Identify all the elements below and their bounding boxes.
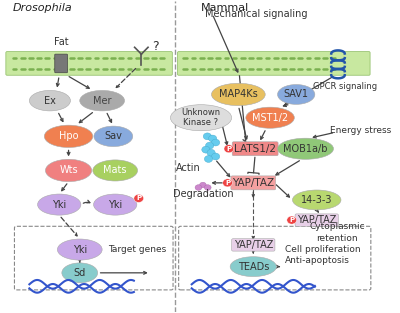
FancyBboxPatch shape [232, 239, 275, 251]
Circle shape [224, 145, 234, 153]
Circle shape [202, 146, 210, 153]
Text: MOB1a/b: MOB1a/b [283, 144, 328, 154]
Text: 14-3-3: 14-3-3 [301, 195, 332, 205]
Ellipse shape [94, 126, 133, 146]
Circle shape [212, 153, 220, 160]
Text: Energy stress: Energy stress [330, 126, 391, 135]
Circle shape [204, 185, 211, 190]
Text: Actin: Actin [176, 163, 200, 173]
Ellipse shape [246, 107, 294, 128]
Text: P: P [226, 146, 231, 152]
Ellipse shape [278, 138, 334, 159]
Ellipse shape [44, 125, 93, 147]
Circle shape [208, 135, 217, 142]
Circle shape [207, 149, 215, 156]
Text: YAP/TAZ: YAP/TAZ [234, 240, 273, 250]
Circle shape [204, 156, 213, 162]
Text: TEADs: TEADs [238, 262, 269, 272]
Text: Mats: Mats [104, 166, 127, 176]
Text: MST1/2: MST1/2 [252, 113, 288, 123]
Text: P: P [289, 217, 294, 223]
FancyBboxPatch shape [295, 214, 338, 226]
Text: SAV1: SAV1 [284, 90, 309, 100]
Text: ?: ? [152, 40, 158, 53]
Text: Wts: Wts [59, 166, 78, 176]
Text: P: P [225, 180, 230, 186]
Text: Yki: Yki [73, 244, 87, 254]
Text: GPCR signaling: GPCR signaling [313, 82, 377, 91]
Text: Drosophila: Drosophila [12, 3, 72, 13]
FancyBboxPatch shape [6, 52, 172, 75]
Ellipse shape [29, 90, 70, 111]
Text: Yki: Yki [108, 200, 122, 210]
Text: Fat: Fat [54, 37, 68, 47]
Ellipse shape [278, 85, 315, 104]
Ellipse shape [230, 257, 276, 277]
Circle shape [212, 139, 220, 146]
Circle shape [203, 133, 212, 140]
Ellipse shape [57, 239, 102, 260]
Ellipse shape [62, 263, 98, 283]
Text: Mer: Mer [93, 96, 111, 106]
Text: Sav: Sav [104, 131, 122, 141]
FancyBboxPatch shape [178, 52, 370, 75]
Ellipse shape [93, 160, 138, 181]
Circle shape [200, 182, 206, 188]
FancyBboxPatch shape [231, 176, 276, 190]
Text: Mammal: Mammal [201, 3, 250, 13]
Circle shape [195, 185, 202, 190]
Text: Degradation: Degradation [172, 189, 233, 199]
Circle shape [206, 142, 214, 149]
Text: Hpo: Hpo [59, 131, 78, 141]
Text: P: P [136, 195, 141, 201]
Text: YAP/TAZ: YAP/TAZ [297, 215, 336, 225]
Text: Mechanical signaling: Mechanical signaling [205, 9, 307, 19]
Ellipse shape [46, 159, 92, 182]
FancyBboxPatch shape [55, 54, 68, 73]
FancyBboxPatch shape [232, 142, 278, 156]
Text: YAP/TAZ: YAP/TAZ [232, 178, 274, 188]
Text: Sd: Sd [74, 268, 86, 278]
Circle shape [223, 179, 232, 187]
Circle shape [134, 194, 144, 203]
Ellipse shape [170, 105, 232, 131]
Text: Ex: Ex [44, 96, 56, 106]
Ellipse shape [94, 194, 137, 215]
Text: Unknown
Kinase ?: Unknown Kinase ? [182, 108, 220, 127]
Ellipse shape [38, 194, 81, 215]
Ellipse shape [292, 190, 341, 210]
Text: Cell proliferation
Anti-apoptosis: Cell proliferation Anti-apoptosis [285, 245, 361, 265]
Text: LATS1/2: LATS1/2 [234, 144, 276, 154]
Text: Cytoplasmic
retention: Cytoplasmic retention [310, 223, 365, 243]
Ellipse shape [212, 83, 265, 105]
Text: MAP4Ks: MAP4Ks [219, 90, 258, 100]
Text: Yki: Yki [52, 200, 66, 210]
Text: Target genes: Target genes [108, 245, 166, 254]
Ellipse shape [80, 90, 124, 111]
Circle shape [287, 216, 296, 224]
